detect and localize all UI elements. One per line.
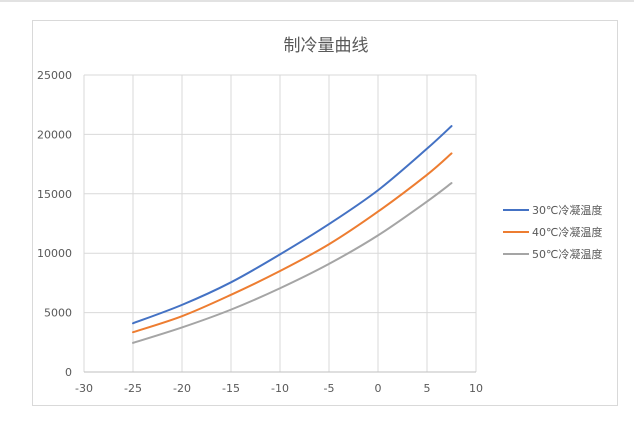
chart-area[interactable]: 制冷量曲线 -30 -25 -20 -15 -10 -5 0 5 10 0 5000 10000 150… (32, 20, 618, 406)
series-lines (132, 125, 453, 344)
legend: 30℃冷凝温度 40℃冷凝温度 50℃冷凝温度 (503, 203, 602, 261)
axes: -30 -25 -20 -15 -10 -5 0 5 10 0 5000 10000 15000 2000… (37, 69, 483, 395)
y-tick-label: 5000 (44, 307, 72, 320)
x-tick-label: -20 (173, 382, 191, 395)
y-tick-label: 25000 (37, 69, 72, 82)
x-tick-label: 5 (424, 382, 431, 395)
refrigeration-capacity-chart: 制冷量曲线 -30 -25 -20 -15 -10 -5 0 5 10 0 5000 10000 150… (37, 36, 602, 395)
series-line-1[interactable] (132, 125, 453, 325)
x-tick-label: -30 (75, 382, 93, 395)
x-tick-label: -10 (271, 382, 289, 395)
chart-title: 制冷量曲线 (284, 36, 369, 56)
series-line-3[interactable] (132, 182, 453, 344)
x-tick-label: 0 (375, 382, 382, 395)
x-tick-label: -5 (324, 382, 335, 395)
y-tick-label: 10000 (37, 247, 72, 260)
legend-entry-label: 30℃冷凝温度 (532, 203, 602, 217)
x-tick-label: -25 (124, 382, 142, 395)
gridlines (83, 74, 477, 373)
y-tick-label: 20000 (37, 128, 72, 141)
sheet-gridline (0, 0, 634, 2)
y-tick-label: 15000 (37, 188, 72, 201)
legend-entry-label: 50℃冷凝温度 (532, 247, 602, 261)
series-line-2[interactable] (132, 152, 453, 334)
x-tick-label: 10 (469, 382, 483, 395)
legend-entry-label: 40℃冷凝温度 (532, 225, 602, 239)
x-tick-label: -15 (222, 382, 240, 395)
y-tick-label: 0 (65, 366, 72, 379)
